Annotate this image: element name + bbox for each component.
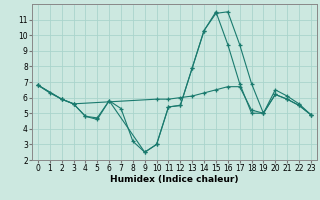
- X-axis label: Humidex (Indice chaleur): Humidex (Indice chaleur): [110, 175, 239, 184]
